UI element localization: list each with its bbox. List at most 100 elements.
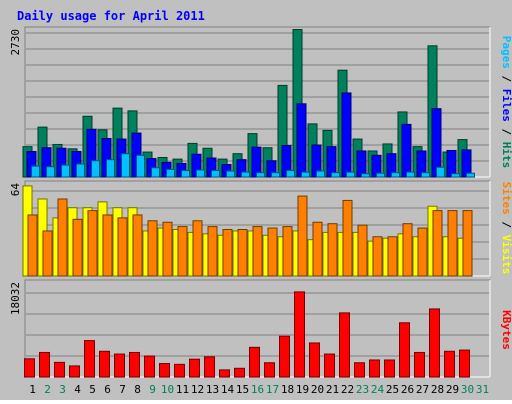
bar-pages-day-7: [121, 153, 130, 178]
bar-sites-day-2: [42, 230, 53, 277]
bar-kbytes-day-11: [174, 363, 185, 378]
x-tick-label: 3: [59, 383, 66, 396]
bar-kbytes-day-27: [414, 351, 425, 378]
bar-sites-day-12: [192, 220, 203, 277]
bar-sites-day-8: [132, 214, 143, 277]
bar-kbytes-day-2: [39, 351, 50, 378]
bar-sites-day-27: [417, 227, 428, 277]
y-max-label: 64: [9, 183, 22, 197]
bar-pages-day-20: [316, 170, 325, 178]
legend-bottom: KBytes: [500, 310, 512, 350]
bar-pages-day-11: [181, 169, 190, 178]
bar-pages-day-17: [271, 172, 280, 178]
legend-item-sites: Sites: [500, 182, 512, 215]
bar-pages-day-25: [391, 172, 400, 178]
bar-kbytes-day-5: [84, 340, 95, 378]
bar-kbytes-day-25: [384, 359, 395, 378]
bar-pages-day-28: [436, 166, 445, 178]
bar-sites-day-23: [357, 224, 368, 277]
bar-pages-day-22: [346, 171, 355, 178]
bar-sites-day-21: [327, 223, 338, 277]
bar-kbytes-day-1: [24, 358, 35, 378]
bar-sites-day-26: [402, 223, 413, 277]
chart-title: Daily usage for April 2011: [17, 9, 205, 23]
panel-top: 2730 Pages / Files / Hits: [9, 26, 512, 178]
legend-item-pages: Pages: [500, 36, 512, 69]
x-tick-label: 6: [104, 383, 111, 396]
x-tick-label: 10: [161, 383, 174, 396]
bar-files-day-19: [296, 103, 307, 178]
bar-kbytes-day-4: [69, 365, 80, 378]
y-max-label: 2730: [9, 29, 22, 56]
bar-pages-day-27: [421, 172, 430, 178]
x-tick-label: 13: [206, 383, 219, 396]
bar-kbytes-day-30: [459, 349, 470, 378]
bar-sites-day-28: [432, 210, 443, 277]
bar-sites-day-20: [312, 221, 323, 277]
bar-kbytes-day-15: [234, 367, 245, 378]
bar-sites-day-25: [387, 236, 398, 277]
bar-sites-day-24: [372, 236, 383, 277]
bar-pages-day-6: [106, 159, 115, 178]
bar-pages-day-5: [91, 160, 100, 178]
bar-sites-day-18: [282, 226, 293, 277]
legend-item-files: Files: [500, 89, 512, 122]
bar-pages-day-23: [361, 173, 370, 178]
bar-pages-day-26: [406, 171, 415, 178]
y-max-label: 18032: [9, 282, 22, 315]
bar-pages-day-14: [226, 170, 235, 178]
legend-top: Pages / Files / Hits: [500, 36, 512, 169]
bar-kbytes-day-23: [354, 362, 365, 378]
x-tick-label: 27: [416, 383, 429, 396]
bar-pages-day-4: [76, 163, 85, 178]
x-tick-label: 16: [251, 383, 264, 396]
bar-kbytes-day-17: [264, 362, 275, 378]
bar-kbytes-day-24: [369, 359, 380, 378]
legend-item-kbytes: KBytes: [500, 310, 512, 350]
legend-item-hits: Hits: [500, 142, 512, 169]
bar-pages-day-16: [256, 172, 265, 178]
bar-kbytes-day-14: [219, 369, 230, 378]
bar-sites-day-1: [27, 214, 38, 277]
x-tick-label: 5: [89, 383, 96, 396]
legend-separator: /: [500, 69, 512, 89]
x-tick-label: 17: [266, 383, 279, 396]
bar-pages-day-9: [151, 167, 160, 178]
bar-pages-day-18: [286, 169, 295, 178]
x-tick-label: 19: [296, 383, 309, 396]
x-tick-label: 31: [476, 383, 489, 396]
legend-middle: Sites / Visits: [500, 182, 512, 275]
bar-kbytes-day-12: [189, 358, 200, 378]
bar-sites-day-9: [147, 220, 158, 277]
bar-pages-day-10: [166, 168, 175, 178]
bar-pages-day-19: [301, 171, 310, 178]
bar-pages-day-21: [331, 172, 340, 178]
bar-pages-day-29: [451, 173, 460, 178]
bar-kbytes-day-19: [294, 291, 305, 378]
bar-sites-day-15: [237, 229, 248, 277]
bar-sites-day-19: [297, 195, 308, 277]
x-tick-label: 25: [386, 383, 399, 396]
x-tick-label: 22: [341, 383, 354, 396]
x-tick-label: 1: [29, 383, 36, 396]
bar-sites-day-17: [267, 227, 278, 277]
bar-kbytes-day-26: [399, 322, 410, 378]
x-tick-label: 18: [281, 383, 294, 396]
bar-kbytes-day-13: [204, 356, 215, 378]
x-tick-label: 26: [401, 383, 414, 396]
bar-pages-day-3: [61, 164, 70, 178]
legend-separator: /: [500, 215, 512, 235]
panel-middle: 64 Sites / Visits: [9, 180, 512, 277]
x-tick-label: 4: [74, 383, 81, 396]
bar-kbytes-day-21: [324, 353, 335, 378]
bar-kbytes-day-20: [309, 342, 320, 378]
bar-kbytes-day-8: [129, 351, 140, 378]
bar-kbytes-day-29: [444, 350, 455, 378]
x-tick-label: 14: [221, 383, 235, 396]
bar-pages-day-15: [241, 171, 250, 178]
bar-sites-day-11: [177, 226, 188, 277]
x-tick-label: 24: [371, 383, 385, 396]
x-tick-label: 20: [311, 383, 324, 396]
